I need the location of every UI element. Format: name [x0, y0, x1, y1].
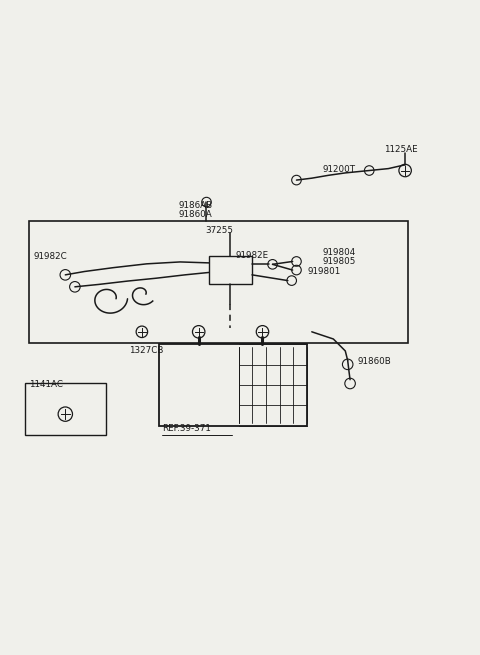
Text: REF.39-371: REF.39-371	[162, 424, 211, 434]
Text: 37255: 37255	[205, 227, 234, 235]
Text: 91982C: 91982C	[33, 252, 67, 261]
Text: 91982E: 91982E	[235, 252, 268, 260]
Text: 91860A: 91860A	[179, 210, 213, 219]
Text: 919804: 919804	[323, 248, 356, 257]
Text: 1141AC: 1141AC	[29, 381, 63, 390]
Bar	[24, 383, 106, 435]
Text: 91860B: 91860B	[357, 358, 391, 366]
Text: 91200T: 91200T	[323, 165, 356, 174]
Text: 9186AB: 9186AB	[179, 201, 213, 210]
Text: 919801: 919801	[307, 267, 340, 276]
Text: 919805: 919805	[323, 257, 356, 266]
Text: 1125AE: 1125AE	[384, 145, 417, 154]
Bar	[29, 221, 408, 343]
Text: 1327CB: 1327CB	[129, 346, 163, 355]
Bar	[158, 345, 307, 426]
Bar	[209, 255, 252, 284]
